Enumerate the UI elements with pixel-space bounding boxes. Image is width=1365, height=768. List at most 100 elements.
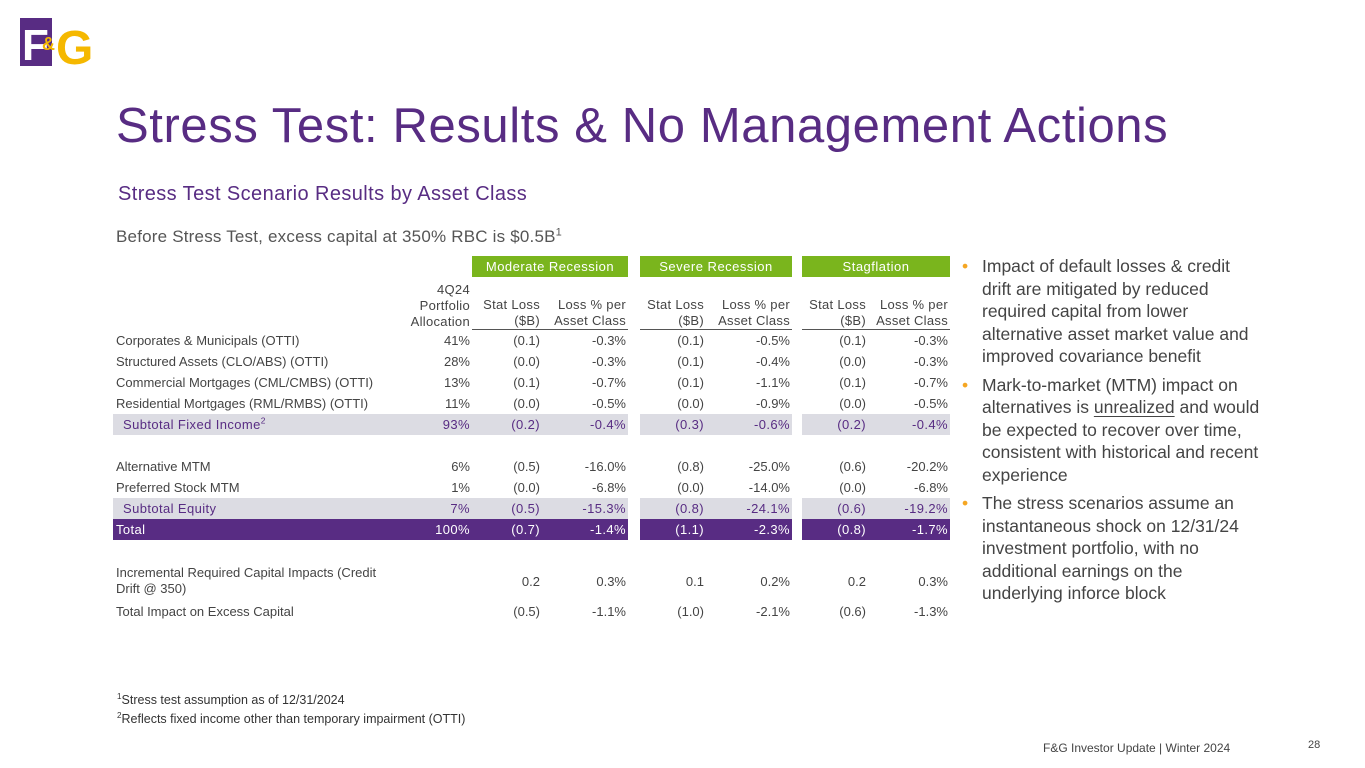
cell: -6.8% xyxy=(914,480,948,495)
gap xyxy=(792,456,802,477)
row-label-text: Structured Assets (CLO/ABS) (OTTI) xyxy=(116,354,329,369)
logo-amp: & xyxy=(42,34,55,54)
gap xyxy=(628,456,640,477)
gap xyxy=(792,477,802,498)
table-row: Subtotal Equity 7% (0.5) -15.3% (0.8) -24.1% (… xyxy=(113,498,950,519)
cell: (0.1) xyxy=(677,375,704,390)
row-label-text: Subtotal Equity xyxy=(123,501,217,516)
group-header: Severe Recession xyxy=(640,256,792,277)
bullet: Mark-to-market (MTM) impact on alternati… xyxy=(962,374,1262,487)
gap xyxy=(628,519,640,540)
cell: (0.1) xyxy=(677,354,704,369)
cell: -24.1% xyxy=(706,498,792,519)
group-row: Moderate Recession Severe Recession Stagfl… xyxy=(113,256,950,277)
cell: (0.6) xyxy=(802,498,868,519)
cell: (0.0) xyxy=(513,396,540,411)
row-label: Total Impact on Excess Capital xyxy=(113,601,400,622)
cell: (1.1) xyxy=(640,519,706,540)
column-header: Loss % per Asset Class xyxy=(706,277,792,330)
cell: (0.3) xyxy=(640,414,706,435)
row-label-text: Preferred Stock MTM xyxy=(116,480,240,495)
cell: (0.5) xyxy=(513,604,540,619)
cell: -1.4% xyxy=(542,519,628,540)
blank xyxy=(400,561,472,601)
row-label-text: Total Impact on Excess Capital xyxy=(116,604,294,619)
cell: -0.5% xyxy=(592,396,626,411)
cell: 0.3% xyxy=(596,573,626,589)
blank xyxy=(400,601,472,622)
row-label-text: Commercial Mortgages (CML/CMBS) (OTTI) xyxy=(116,375,374,390)
gap xyxy=(628,256,640,277)
header-row: 4Q24 Portfolio Allocation Stat Loss ($B) L… xyxy=(113,277,950,330)
row-label-text: Corporates & Municipals (OTTI) xyxy=(116,332,300,348)
cell: 41% xyxy=(443,332,470,348)
cell: (0.0) xyxy=(839,354,866,369)
cell: -19.2% xyxy=(868,498,950,519)
cell: (0.6) xyxy=(839,459,866,474)
bullet-text: unrealized xyxy=(1093,397,1175,417)
cell: (0.5) xyxy=(513,459,540,474)
cell: 11% xyxy=(444,396,470,411)
footnote-text: Stress test assumption as of 12/31/2024 xyxy=(121,693,345,707)
gap xyxy=(628,498,640,519)
cell: (0.0) xyxy=(513,354,540,369)
row-label: Subtotal Fixed Income2 xyxy=(113,414,400,435)
footer: F&G Investor Update | Winter 2024 xyxy=(1043,741,1231,755)
bullet-text: The stress scenarios assume an instantan… xyxy=(982,493,1239,603)
table-row: Commercial Mortgages (CML/CMBS) (OTTI) 13… xyxy=(113,372,950,393)
cell: 93% xyxy=(400,414,472,435)
cell: 6% xyxy=(451,459,470,474)
column-header: Stat Loss ($B) xyxy=(472,277,542,330)
cell: (0.7) xyxy=(472,519,542,540)
cell: 0.2 xyxy=(521,573,540,589)
footnote: 2Reflects fixed income other than tempor… xyxy=(117,710,466,726)
bullet-text: Mark-to-market (MTM) impact on alternati… xyxy=(982,374,1238,418)
cell: -2.1% xyxy=(756,604,790,619)
cell: (0.6) xyxy=(839,604,866,619)
blank xyxy=(113,256,400,277)
column-header: Loss % per Asset Class xyxy=(868,277,950,330)
row-label-text: Alternative MTM xyxy=(116,459,211,474)
group-header: Moderate Recession xyxy=(472,256,628,277)
cell: -0.3% xyxy=(592,333,626,348)
row-label-text: Subtotal Fixed Income xyxy=(123,417,261,432)
footnote-text: Reflects fixed income other than tempora… xyxy=(121,712,466,726)
footnote-mark: 1 xyxy=(117,691,122,701)
logo-block xyxy=(20,18,52,66)
column-header: Loss % per Asset Class xyxy=(542,277,628,330)
cell: -0.5% xyxy=(756,333,790,348)
gap xyxy=(628,561,640,601)
cell: 0.2% xyxy=(760,573,790,589)
logo-g: G xyxy=(56,22,92,70)
gap xyxy=(792,330,802,352)
intro-note: 1 xyxy=(555,226,563,239)
cell: (0.0) xyxy=(839,396,866,411)
table-row: Residential Mortgages (RML/RMBS) (OTTI) 1… xyxy=(113,393,950,414)
row-label: Structured Assets (CLO/ABS) (OTTI) xyxy=(113,351,400,372)
table-row: Alternative MTM 6% (0.5) -16.0% (0.8) -25.0% (… xyxy=(113,456,950,477)
column-header: Stat Loss ($B) xyxy=(640,277,706,330)
gap xyxy=(792,601,802,622)
cell: -0.3% xyxy=(592,354,626,369)
row-label: Alternative MTM xyxy=(113,456,400,477)
logo-f: F xyxy=(22,21,49,70)
cell: -0.6% xyxy=(706,414,792,435)
spacer xyxy=(113,435,950,456)
gap xyxy=(628,277,640,330)
row-label: Commercial Mortgages (CML/CMBS) (OTTI) xyxy=(113,372,400,393)
cell: -0.4% xyxy=(868,414,950,435)
group-header: Stagflation xyxy=(802,256,950,277)
logo: F G & xyxy=(20,18,92,70)
cell: -15.3% xyxy=(542,498,628,519)
footnote-mark: 2 xyxy=(117,710,122,720)
cell: -0.7% xyxy=(592,375,626,390)
gap xyxy=(628,372,640,393)
cell: -25.0% xyxy=(748,459,790,474)
gap xyxy=(628,601,640,622)
cell: -1.1% xyxy=(756,375,790,390)
subtitle: Stress Test Scenario Results by Asset Cl… xyxy=(118,183,528,205)
cell: -14.0% xyxy=(748,480,790,495)
cell: (0.0) xyxy=(513,480,540,495)
spacer xyxy=(113,540,950,561)
cell: (0.8) xyxy=(802,519,868,540)
